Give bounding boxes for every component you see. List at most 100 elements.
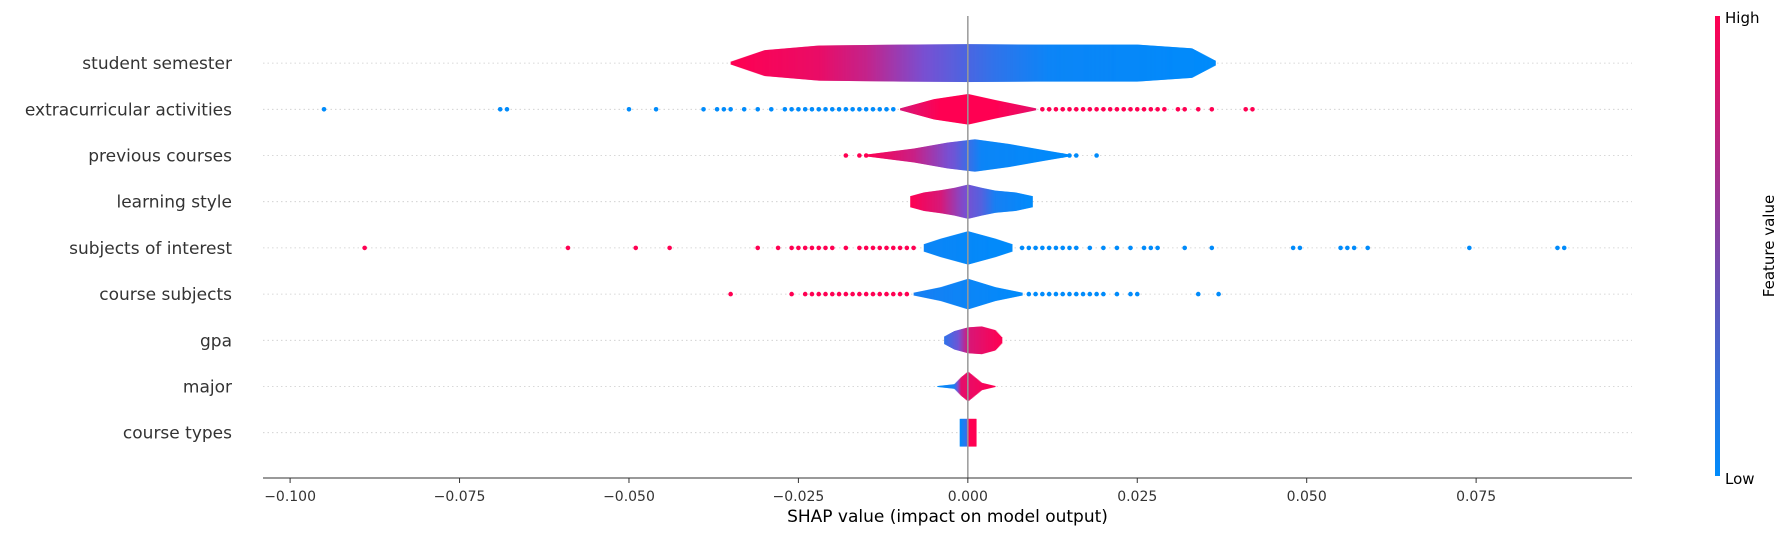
violin-slice [1006,44,1008,82]
violin-slice [992,329,995,351]
violin-slice [973,186,975,218]
x-tick-label: −0.050 [603,489,655,505]
violin-slice [745,56,748,70]
shap-point [1094,107,1099,112]
violin-slice [915,104,917,115]
violin-slice [836,45,839,81]
violin-slice [979,282,981,306]
violin-slice [969,185,971,219]
violin-slice [961,418,964,447]
violin-slice [978,234,980,262]
violin-slice [972,232,974,264]
violin-slice [1171,46,1173,80]
violin-slice [1013,192,1015,212]
violin-slice [932,288,935,300]
violin-slice [1101,44,1103,82]
violin-slice [895,44,898,82]
violin-slice [996,239,998,257]
violin-slice [970,139,973,172]
violin-slice [990,285,992,303]
violin-slice [824,45,827,81]
violin-slice [962,280,964,308]
violin-slice [921,146,924,165]
shap-point [626,107,632,112]
violin-slice [912,104,914,114]
violin-slice [952,141,955,170]
violin-slice [1079,44,1081,82]
violin-slice [926,146,929,165]
shap-point [884,291,889,297]
violin-slice [989,285,991,303]
violin-slice [786,48,789,78]
shap-point [890,291,896,297]
violin-slice [812,46,815,81]
violin-slice [808,46,811,80]
violin-slice [1008,44,1010,82]
violin-slice [979,234,981,262]
violin-slice [791,47,794,79]
violin-slice [1028,107,1031,112]
violin-slice [1023,44,1025,82]
violin-slice [907,149,909,162]
violin-slice [1014,104,1017,115]
violin-slice [991,385,994,388]
violin-slice [945,44,948,82]
violin-slice [802,46,805,80]
violin-slice [1027,44,1029,82]
violin-slice [913,148,915,163]
violin-slice [889,151,891,160]
violin-slice [959,233,962,263]
violin-slice [960,377,962,396]
violin-slice [954,141,957,170]
shap-point [884,245,889,251]
shap-point [1053,107,1059,112]
violin-slice [1102,44,1104,82]
violin-slice [961,140,964,171]
violin-slice [747,55,750,71]
violin-slice [1011,290,1013,298]
violin-slice [1032,44,1034,82]
violin-slice [985,284,987,304]
violin-slice [974,139,977,172]
violin-slice [902,149,904,162]
violin-slice [973,376,975,397]
violin-slice [1061,44,1063,82]
violin-slice [1158,46,1160,81]
violin-slice [948,96,951,122]
violin-slice [840,45,843,81]
violin-slice [1021,44,1023,82]
violin-slice [798,47,801,79]
violin-slice [794,47,797,79]
violin-slice [974,280,976,308]
violin-slice [1042,44,1044,82]
shap-point [1107,107,1113,112]
violin-slice [954,383,956,390]
violin-slice [981,97,984,122]
violin-slice [917,147,919,164]
violin-slice [902,107,904,111]
violin-slice [972,44,975,83]
violin-slice [1114,44,1116,82]
violin-slice [847,45,850,81]
violin-slice [1014,44,1016,82]
violin-slice [979,326,982,355]
violin-slice [761,50,764,76]
violin-slice [1001,143,1004,168]
shap-point [857,291,862,297]
violin-slice [953,187,955,216]
violin-slice [931,145,934,166]
violin-slice [978,380,980,393]
shap-point [768,107,774,112]
violin-slice [1028,147,1031,164]
violin-slice [937,190,939,213]
violin-slice [978,326,981,355]
violin-slice [951,384,953,389]
violin-slice [865,45,868,82]
violin-slice [999,288,1001,301]
violin-slice [788,48,791,79]
violin-slice [976,96,979,123]
violin-slice [956,141,959,170]
shap-point [782,107,788,112]
violin-slice [909,149,911,162]
violin-slice [966,184,968,219]
